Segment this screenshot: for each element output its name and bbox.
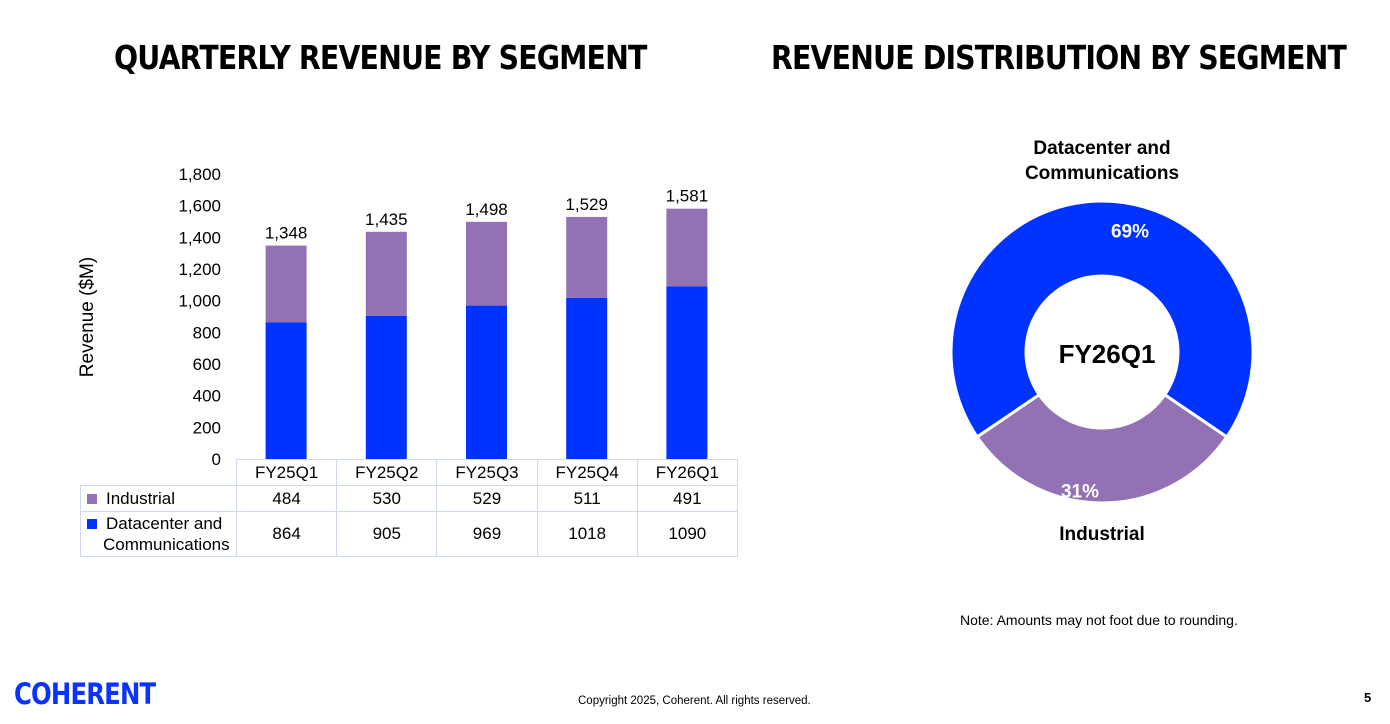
table-cell: 864 [235,511,338,557]
table-cell: 484 [235,485,338,512]
donut-value-datacenter: 69% [1111,222,1149,243]
bar-datacenter [265,322,307,459]
table-cell: 969 [436,511,538,557]
datacenter-label-line2: Communications [103,535,230,554]
table-cell: 529 [436,485,538,512]
bar-total-label: 1,581 [666,187,709,206]
table-cell: 511 [536,485,638,512]
y-tick-label: 800 [193,323,221,342]
industrial-label: Industrial [106,489,175,508]
bar-chart-title: QUARTERLY REVENUE BY SEGMENT [114,38,647,77]
bar-industrial [265,245,307,323]
pie-label-industrial: Industrial [1059,524,1145,545]
bar-industrial [566,216,608,298]
bar-datacenter [466,305,507,459]
bar-total-label: 1,435 [365,210,408,229]
coherent-logo: COHERENT [14,677,182,711]
pie-label-datacenter-line2: Communications [1024,163,1180,184]
y-tick-label: 1,400 [178,228,221,247]
bar-total-label: 1,348 [265,224,308,243]
y-tick-label: 0 [212,450,221,469]
donut-chart-title: REVENUE DISTRIBUTION BY SEGMENT [771,38,1347,77]
pie-label-datacenter: Datacenter and Communications [1002,136,1202,186]
data-table: Industrial 484 530 529 511 491 Datacente… [80,485,738,557]
y-tick-label: 1,000 [178,292,221,311]
table-row-label: Datacenter and Communications [80,511,237,557]
page-number: 5 [1364,690,1372,705]
table-header-cell: FY25Q4 [536,459,638,486]
table-row: Industrial 484 530 529 511 491 [80,485,738,512]
y-axis-label: Revenue ($M) [77,257,98,377]
industrial-swatch [87,494,97,504]
table-header-cell: FY25Q1 [235,459,338,486]
y-tick-label: 600 [193,355,221,374]
bar-industrial [666,208,708,287]
rounding-note: Note: Amounts may not foot due to roundi… [960,612,1238,628]
y-tick-label: 1,200 [178,260,221,279]
datacenter-label-line1: Datacenter and [106,514,223,533]
table-header-cell: FY25Q3 [436,459,538,486]
bar-datacenter [365,315,407,459]
data-table-header: FY25Q1 FY25Q2 FY25Q3 FY25Q4 FY26Q1 [235,459,738,486]
donut-slice-industrial [975,392,1229,505]
y-tick-label: 1,800 [178,165,221,184]
donut-center-label: FY26Q1 [1058,339,1156,369]
bar-datacenter [666,286,708,459]
datacenter-swatch [87,519,97,529]
table-header-cell: FY26Q1 [636,459,738,486]
pie-label-datacenter-line1: Datacenter and [1033,138,1171,159]
bar-datacenter [566,297,608,459]
bar-industrial [365,231,407,316]
bar-total-label: 1,529 [565,195,608,214]
donut-value-industrial: 31% [1061,482,1099,503]
bar-total-label: 1,498 [465,200,508,219]
y-tick-label: 1,600 [178,197,221,216]
y-tick-label: 400 [193,387,221,406]
y-tick-label: 200 [193,418,221,437]
table-cell: 1018 [536,511,638,557]
bar-industrial [466,221,507,306]
table-cell: 1090 [636,511,738,557]
table-row: Datacenter and Communications 864 905 969… [80,511,738,557]
copyright-text: Copyright 2025, Coherent. All rights res… [578,695,811,707]
logo-text: COHERENT [14,677,156,711]
donut-slice-datacenter [949,199,1255,439]
